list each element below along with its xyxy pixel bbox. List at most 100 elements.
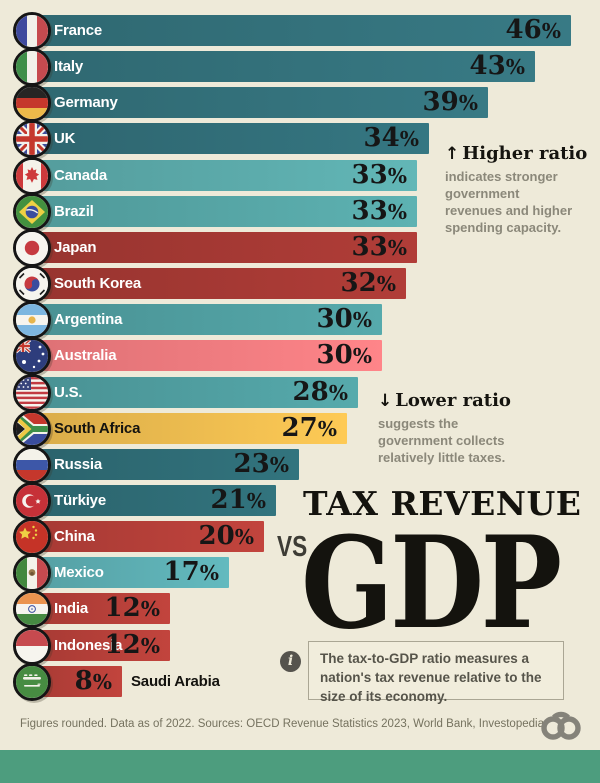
source-note: Figures rounded. Data as of 2022. Source… [20,718,544,730]
value-label: 28% [292,376,348,407]
bar-row-in: India 12% [0,590,600,629]
de-flag-icon [13,84,51,123]
country-label: Australia [54,347,117,365]
us-flag-icon [13,373,51,412]
tr-flag-icon [13,481,51,520]
bar-uk [28,123,429,155]
value-label: 30% [316,340,372,371]
bar-de [28,87,488,119]
bar-row-us: U.S. 28% [0,373,600,412]
cn-flag-icon [13,518,51,557]
title-line2: GDP [301,509,562,657]
country-label: Russia [54,455,102,473]
id-flag-icon [13,626,51,665]
country-label: U.S. [54,383,83,401]
bar-au [28,340,382,372]
value-label: 12% [104,629,160,660]
bar-row-ru: Russia 23% [0,445,600,484]
bar-ar [28,304,382,336]
country-label: Argentina [54,311,123,329]
country-label: China [54,528,95,546]
kr-flag-icon [13,265,51,304]
bar-za [28,412,347,444]
value-label: 20% [198,521,254,552]
bar-br [28,195,417,227]
value-label: 8% [74,665,112,696]
bar-kr [28,268,406,300]
bar-row-id: Indonesia 12% [0,626,600,665]
za-flag-icon [13,409,51,448]
lower-ratio-annotation: ↓ Lower ratio suggests the government col… [378,390,536,467]
bar-row-za: South Africa 27% [0,409,600,448]
info-icon: i [280,651,301,672]
bar-row-uk: UK 34% [0,120,600,159]
value-label: 46% [505,15,561,45]
country-label: India [54,600,89,618]
bar-row-jp: Japan 33% [0,228,600,267]
country-label: Brazil [54,202,94,220]
value-label: 27% [281,412,337,443]
info-box: The tax-to-GDP ratio measures a nation's… [308,641,564,704]
country-label: France [54,22,102,39]
title-line1: TAX REVENUE [303,484,582,523]
sa-flag-icon [13,662,51,701]
bar-row-fr: France 46% [0,12,600,50]
value-label: 30% [316,304,372,335]
in-flag-icon [13,590,51,629]
ru-flag-icon [13,445,51,484]
higher-ratio-body: indicates stronger government revenues a… [445,169,573,235]
uk-flag-icon [13,120,51,159]
higher-ratio-title: ↑ Higher ratio [445,143,588,164]
country-label: Germany [54,94,118,112]
value-label: 23% [233,448,289,479]
higher-ratio-annotation: ↑ Higher ratio indicates stronger governm… [445,143,588,237]
lower-ratio-body: suggests the government collects relativ… [378,416,506,465]
bar-in [28,593,170,625]
bar-id [28,629,170,661]
country-label: Indonesia [54,636,123,654]
bar-row-ar: Argentina 30% [0,301,600,340]
country-label: South Africa [54,419,141,437]
bar-row-it: Italy 43% [0,48,600,87]
lower-ratio-title: ↓ Lower ratio [378,390,511,411]
bar-jp [28,231,417,263]
title-vs: VS [277,531,308,563]
bar-row-sa: Saudi Arabia 8% [0,662,600,701]
value-label: 17% [163,557,219,588]
bar-row-tr: Türkiye 21% [0,481,600,520]
bar-cn [28,521,264,553]
value-label: 43% [469,51,525,82]
down-arrow-icon: ↓ [378,391,393,411]
country-label: Saudi Arabia [131,672,220,690]
country-label: Mexico [54,564,104,582]
visual-capitalist-logo-icon [541,708,581,747]
value-label: 21% [210,484,266,515]
bar-row-cn: China 20% [0,518,600,557]
it-flag-icon [13,48,51,87]
bar-row-de: Germany 39% [0,84,600,123]
value-label: 34% [363,123,419,154]
ar-flag-icon [13,301,51,340]
bar-it [28,51,535,83]
bar-ca [28,159,417,191]
up-arrow-icon: ↑ [445,144,460,164]
mx-flag-icon [13,554,51,593]
value-label: 33% [351,159,407,190]
jp-flag-icon [13,228,51,267]
country-label: South Korea [54,275,141,293]
value-label: 33% [351,231,407,262]
bar-mx [28,557,229,589]
country-label: UK [54,130,76,148]
bar-tr [28,484,276,516]
bar-row-br: Brazil 33% [0,192,600,231]
fr-flag-icon [13,12,51,50]
value-label: 39% [422,87,478,118]
value-label: 12% [104,593,160,624]
country-label: Italy [54,58,84,76]
ca-flag-icon [13,156,51,195]
bar-row-kr: South Korea 32% [0,265,600,304]
bar-row-ca: Canada 33% [0,156,600,195]
brand-bar: voronoi BY VISUAL CAPITALIST Where Data … [0,750,600,783]
country-label: Türkiye [54,491,106,509]
